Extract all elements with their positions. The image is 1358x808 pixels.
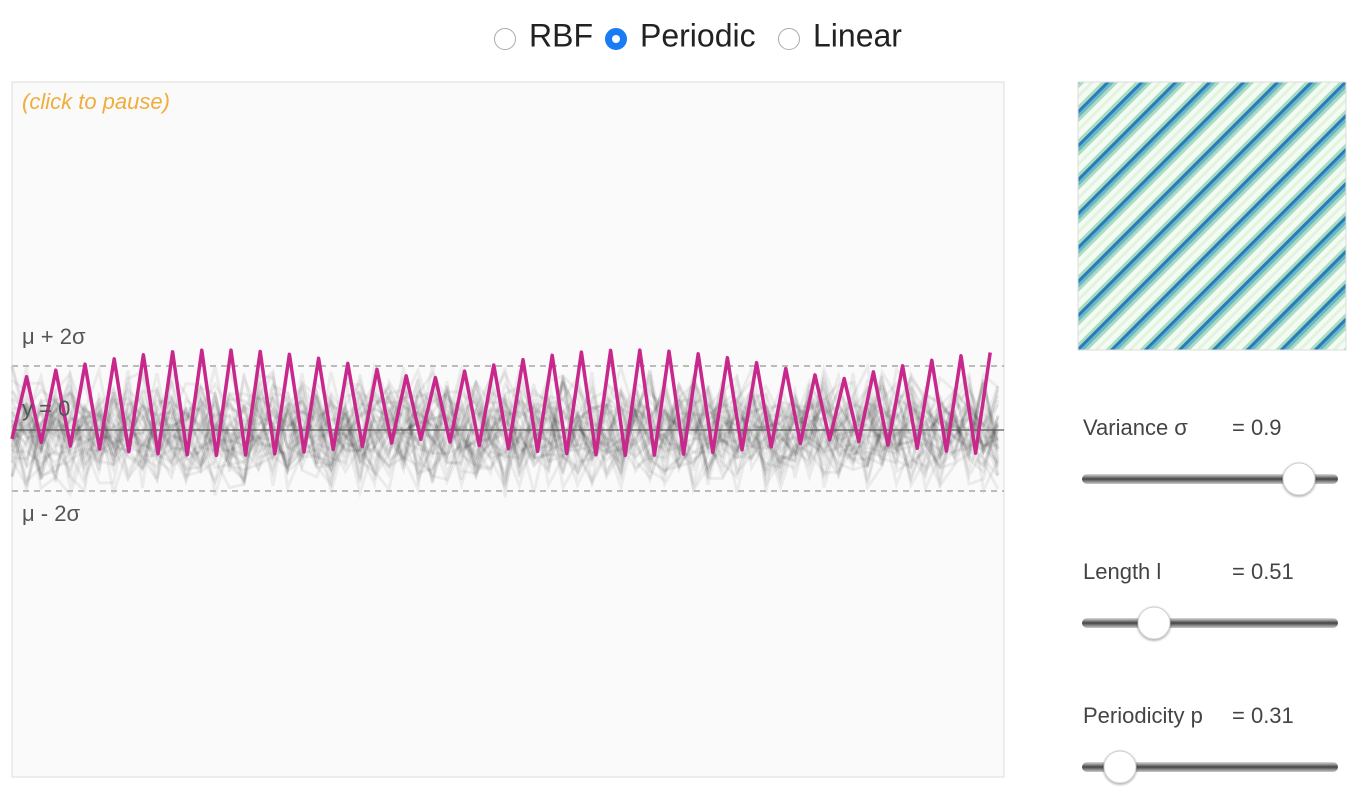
sample-line bbox=[10, 364, 1000, 489]
slider-panel: Variance σ = 0.9 Length l = 0.51 Periodicity… bbox=[1082, 415, 1338, 784]
slider-label: Variance σ bbox=[1083, 415, 1188, 440]
radio-label[interactable]: Linear bbox=[813, 17, 902, 53]
upper-label: μ + 2σ bbox=[22, 324, 86, 349]
slider-track[interactable] bbox=[1082, 618, 1338, 628]
slider-thumb[interactable] bbox=[1137, 606, 1171, 640]
sample-line bbox=[11, 364, 1000, 478]
sample-line bbox=[10, 370, 1000, 490]
sample-line bbox=[10, 363, 1000, 484]
slider-value: = 0.9 bbox=[1232, 415, 1282, 440]
slider-label: Periodicity p bbox=[1083, 703, 1203, 728]
sample-line bbox=[11, 380, 1000, 487]
lower-label: μ - 2σ bbox=[22, 501, 80, 526]
radio-dot bbox=[612, 35, 620, 43]
sample-line bbox=[10, 366, 1000, 493]
sample-line bbox=[10, 370, 1000, 493]
sample-line bbox=[10, 373, 999, 488]
highlighted-sample bbox=[10, 348, 992, 458]
sample-line bbox=[10, 369, 1000, 494]
slider-track[interactable] bbox=[1082, 762, 1338, 772]
slider-thumb[interactable] bbox=[1103, 750, 1137, 784]
slider-value: = 0.31 bbox=[1232, 703, 1294, 728]
sample-line bbox=[11, 388, 999, 493]
sample-line bbox=[10, 364, 1000, 498]
sample-line bbox=[10, 366, 999, 490]
sample-line bbox=[10, 374, 999, 493]
sample-line bbox=[10, 373, 1000, 480]
mode-selector: RBF Periodic Linear bbox=[494, 17, 902, 53]
mean-label: y = 0 bbox=[22, 396, 70, 421]
radio-button[interactable] bbox=[778, 28, 800, 50]
sample-line bbox=[10, 364, 1000, 495]
radio-label[interactable]: Periodic bbox=[640, 17, 756, 53]
slider-label: Length l bbox=[1083, 559, 1161, 584]
pause-hint[interactable]: (click to pause) bbox=[22, 89, 170, 114]
slider-value: = 0.51 bbox=[1232, 559, 1294, 584]
slider-track[interactable] bbox=[1082, 474, 1338, 484]
radio-label[interactable]: RBF bbox=[529, 17, 593, 53]
kernel-heatmap bbox=[1077, 81, 1347, 351]
radio-button[interactable] bbox=[494, 28, 516, 50]
slider-thumb[interactable] bbox=[1282, 462, 1316, 496]
sample-line bbox=[11, 370, 1000, 488]
sample-line bbox=[10, 361, 1000, 492]
sample-line bbox=[11, 371, 1000, 495]
sample-line bbox=[10, 363, 1000, 495]
